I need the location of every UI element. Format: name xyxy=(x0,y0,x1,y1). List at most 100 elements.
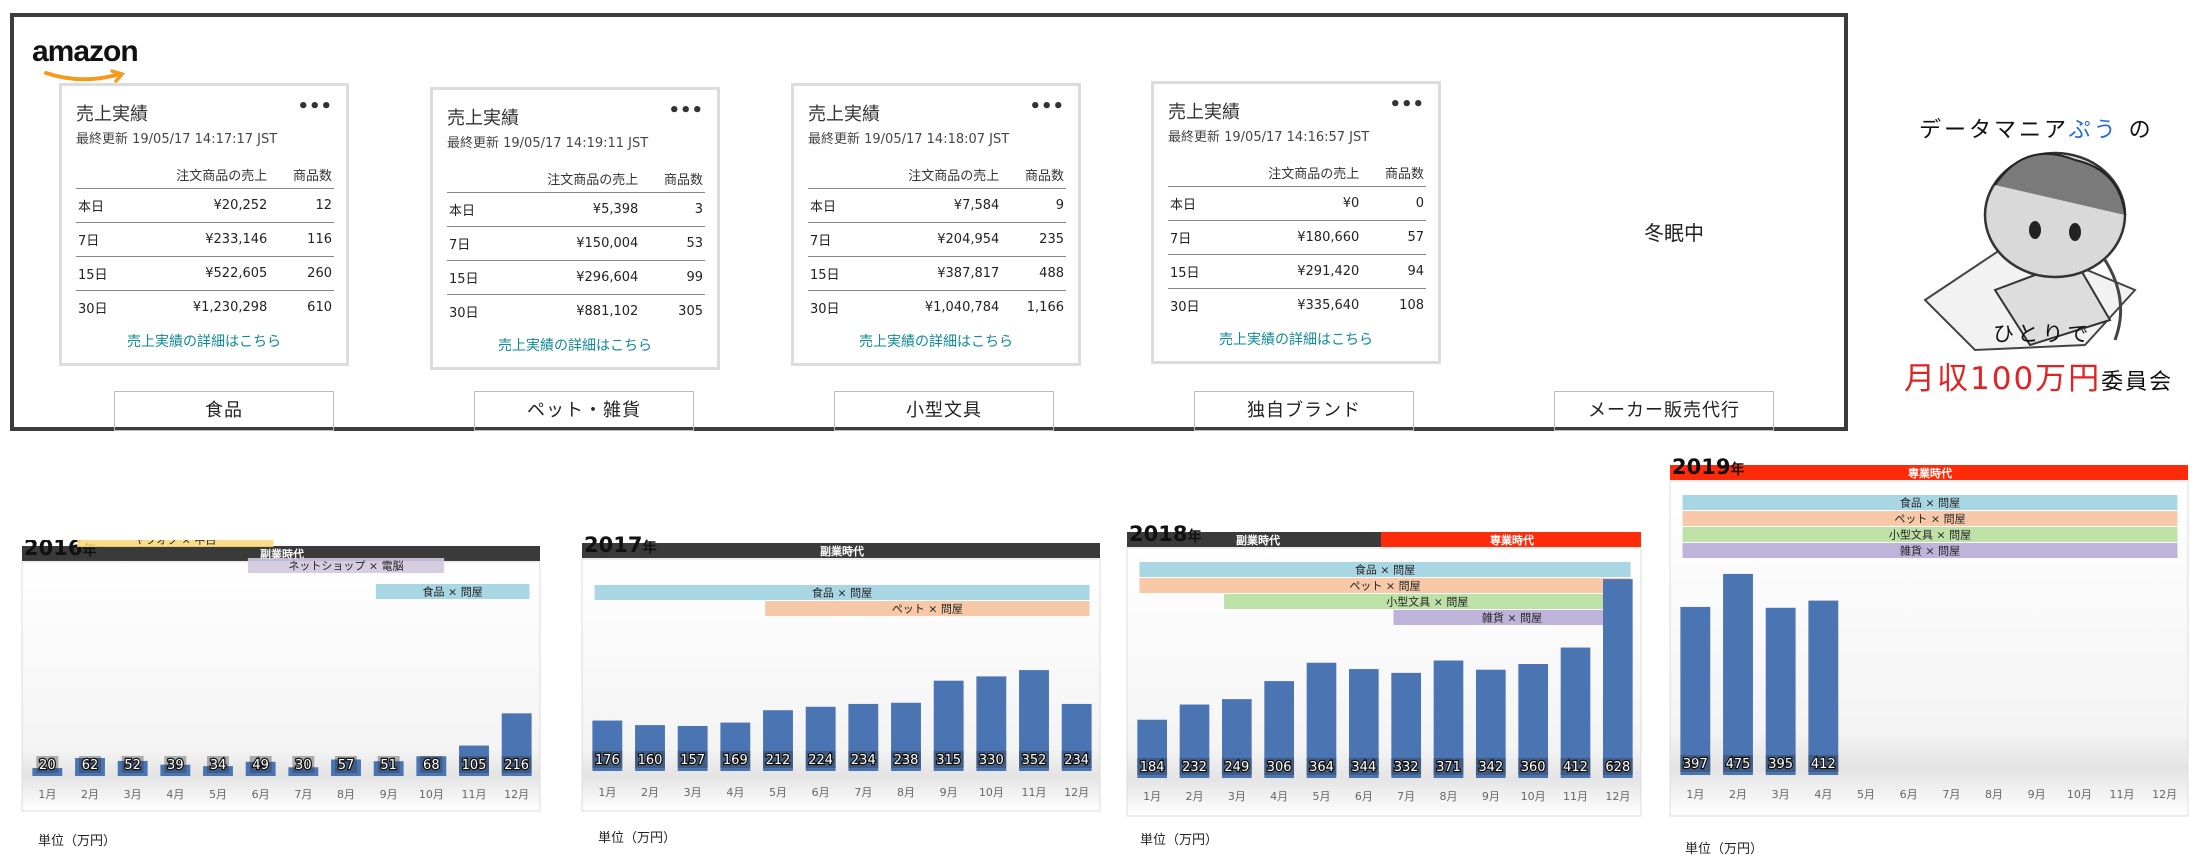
phase-label: 雑貨 × 問屋 xyxy=(1482,611,1542,625)
phase-bar xyxy=(1393,610,1631,625)
data-label: 169 xyxy=(723,753,748,768)
x-tick-label: 2月 xyxy=(641,786,659,799)
bar xyxy=(677,725,708,771)
data-label: 68 xyxy=(423,758,440,773)
chart-year-suffix: 年 xyxy=(1187,528,1201,545)
phase-label: 雑貨 × 問屋 xyxy=(1900,544,1960,558)
x-tick-label: 10月 xyxy=(419,788,444,801)
x-tick-label: 6月 xyxy=(1900,788,1918,801)
phase-label: 食品 × 問屋 xyxy=(812,586,872,600)
bar xyxy=(1222,699,1252,778)
table-row: 本日 ¥7,584 9 xyxy=(808,188,1066,223)
bar xyxy=(1476,669,1506,778)
more-options-icon[interactable]: ••• xyxy=(1029,96,1064,117)
x-tick-label: 7月 xyxy=(1397,790,1415,803)
x-tick-label: 3月 xyxy=(124,788,142,801)
col-sales-header: 注文商品の売上 xyxy=(1268,166,1360,182)
x-tick-label: 1月 xyxy=(38,788,56,801)
col-sales-header: 注文商品の売上 xyxy=(908,168,1000,184)
data-label: 412 xyxy=(1563,760,1588,775)
unit-label-2017: 単位（万円） xyxy=(598,831,677,846)
col-sales-header: 注文商品の売上 xyxy=(176,168,268,184)
phase-label: ペット × 問屋 xyxy=(1349,580,1420,593)
phase-label: ペット × 問屋 xyxy=(1894,513,1965,526)
data-label: 234 xyxy=(1064,753,1089,768)
bar xyxy=(976,676,1007,771)
table-row: 7日 ¥150,004 53 xyxy=(447,226,705,261)
bar xyxy=(288,767,319,776)
data-label: 57 xyxy=(338,758,355,773)
x-tick-label: 11月 xyxy=(1563,790,1588,803)
card-title: 売上実績 xyxy=(1168,102,1240,123)
phase-label: 食品 × 問屋 xyxy=(423,585,483,599)
data-label: 51 xyxy=(380,758,397,773)
more-options-icon[interactable]: ••• xyxy=(297,96,332,117)
x-tick-label: 4月 xyxy=(1270,790,1288,803)
era-label: 副業時代 xyxy=(820,544,864,558)
data-label-bg xyxy=(1518,758,1549,775)
phase-bar xyxy=(1682,511,2178,526)
data-label-bg xyxy=(1137,758,1168,775)
x-tick-label: 2月 xyxy=(81,788,99,801)
sales-card-food: 売上実績 ••• 最終更新 19/05/17 14:17:17 JST 注文商品… xyxy=(59,83,349,366)
unit-label-2019: 単位（万円） xyxy=(1685,842,1764,857)
sales-detail-link[interactable]: 売上実績の詳細はこちら xyxy=(1219,332,1373,348)
more-options-icon[interactable]: ••• xyxy=(668,100,703,121)
data-label-bg xyxy=(848,751,879,768)
sales-detail-link[interactable]: 売上実績の詳細はこちら xyxy=(859,334,1013,350)
data-label: 232 xyxy=(1182,760,1207,775)
last-updated: 最終更新 19/05/17 14:17:17 JST xyxy=(76,132,278,147)
category-button-pet[interactable]: ペット・雑貨 xyxy=(474,391,694,431)
phase-bar xyxy=(1139,578,1631,593)
phase-bar xyxy=(1224,594,1631,609)
phase-label: 小型文具 × 問屋 xyxy=(1386,595,1468,609)
data-label-bg xyxy=(1221,758,1252,775)
x-tick-label: 5月 xyxy=(1857,788,1875,801)
bar xyxy=(1137,719,1167,778)
x-tick-label: 8月 xyxy=(897,786,915,799)
table-row: 30日 ¥1,230,298 610 xyxy=(76,290,334,324)
data-label-bg xyxy=(249,756,272,773)
sales-detail-link[interactable]: 売上実績の詳細はこちら xyxy=(127,334,281,350)
col-units-header: 商品数 xyxy=(292,168,332,184)
x-tick-label: 5月 xyxy=(209,788,227,801)
phase-label: 小型文具 × 問屋 xyxy=(1889,528,1971,542)
phase-bar xyxy=(1682,543,2178,558)
data-label-bg xyxy=(459,756,489,773)
category-button-maker-agency[interactable]: メーカー販売代行 xyxy=(1554,391,1774,431)
x-tick-label: 10月 xyxy=(2067,788,2092,801)
category-button-own-brand[interactable]: 独自ブランド xyxy=(1194,391,1414,431)
bar xyxy=(1061,703,1092,771)
x-tick-label: 7月 xyxy=(1942,788,1960,801)
data-label-bg xyxy=(805,751,836,768)
era-label: 副業時代 xyxy=(260,547,304,561)
bar xyxy=(1306,662,1337,778)
data-label: 628 xyxy=(1605,760,1630,775)
bar xyxy=(635,725,665,771)
x-tick-label: 10月 xyxy=(1521,790,1546,803)
sales-detail-link[interactable]: 売上実績の詳細はこちら xyxy=(498,338,652,354)
category-button-stationery[interactable]: 小型文具 xyxy=(834,391,1054,431)
card-title: 売上実績 xyxy=(447,108,519,129)
data-label: 30 xyxy=(295,758,312,773)
card-title: 売上実績 xyxy=(76,104,148,125)
data-label-bg xyxy=(1179,758,1210,775)
data-label-bg xyxy=(933,751,964,768)
dormant-status: 冬眠中 xyxy=(1644,221,1704,245)
era-bar xyxy=(582,543,1100,558)
bar xyxy=(1680,606,1711,775)
data-label: 475 xyxy=(1726,757,1751,772)
data-label-bg xyxy=(1391,758,1422,775)
data-label: 352 xyxy=(1022,753,1047,768)
data-label: 342 xyxy=(1478,760,1503,775)
data-label: 344 xyxy=(1351,760,1376,775)
x-tick-label: 10月 xyxy=(979,786,1004,799)
data-label-bg xyxy=(79,756,101,773)
more-options-icon[interactable]: ••• xyxy=(1389,94,1424,115)
data-label: 216 xyxy=(504,758,529,773)
sales-table: 注文商品の売上 商品数 本日 ¥20,252 12 7日 ¥233,146 116 15日… xyxy=(76,160,334,324)
category-button-food[interactable]: 食品 xyxy=(114,391,334,431)
